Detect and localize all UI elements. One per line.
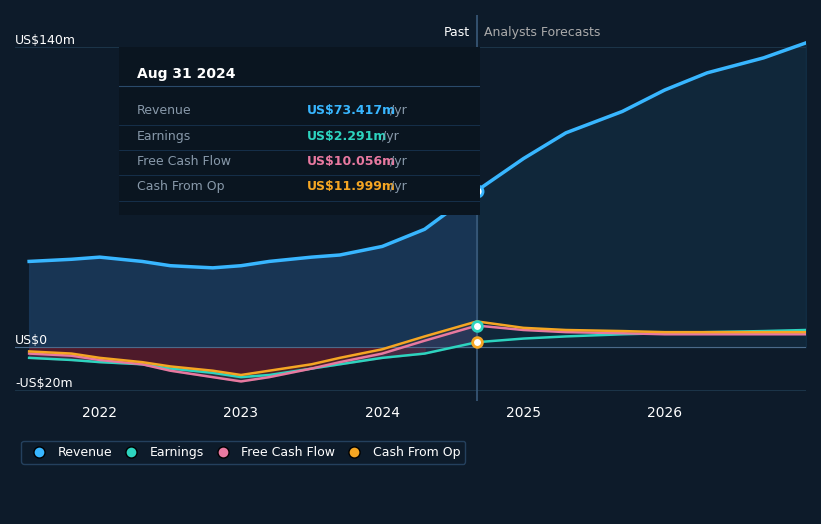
Text: Past: Past bbox=[443, 26, 470, 39]
Text: US$2.291m: US$2.291m bbox=[307, 129, 388, 143]
Text: Earnings: Earnings bbox=[137, 129, 191, 143]
Legend: Revenue, Earnings, Free Cash Flow, Cash From Op: Revenue, Earnings, Free Cash Flow, Cash … bbox=[21, 441, 466, 464]
Text: US$140m: US$140m bbox=[15, 34, 76, 47]
Text: -US$20m: -US$20m bbox=[15, 377, 72, 390]
Text: /yr: /yr bbox=[378, 129, 399, 143]
Text: US$73.417m: US$73.417m bbox=[307, 104, 396, 117]
Text: US$10.056m: US$10.056m bbox=[307, 155, 396, 168]
Text: Free Cash Flow: Free Cash Flow bbox=[137, 155, 231, 168]
Text: /yr: /yr bbox=[387, 180, 407, 193]
Text: US$11.999m: US$11.999m bbox=[307, 180, 396, 193]
Text: Analysts Forecasts: Analysts Forecasts bbox=[484, 26, 600, 39]
Text: Aug 31 2024: Aug 31 2024 bbox=[137, 67, 236, 81]
Text: US$0: US$0 bbox=[15, 334, 48, 347]
Text: Cash From Op: Cash From Op bbox=[137, 180, 225, 193]
Text: /yr: /yr bbox=[387, 104, 407, 117]
Text: /yr: /yr bbox=[387, 155, 407, 168]
Text: Revenue: Revenue bbox=[137, 104, 192, 117]
